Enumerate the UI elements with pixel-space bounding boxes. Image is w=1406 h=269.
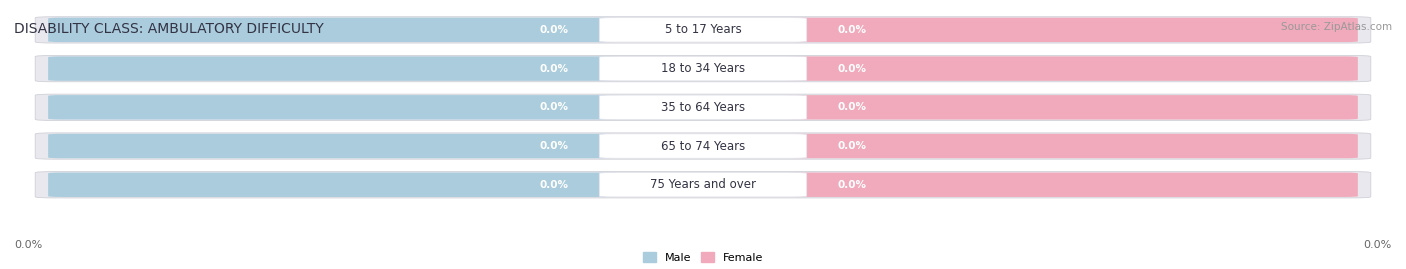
- Text: 0.0%: 0.0%: [540, 102, 568, 112]
- Legend: Male, Female: Male, Female: [638, 248, 768, 267]
- FancyBboxPatch shape: [599, 134, 807, 158]
- Text: 18 to 34 Years: 18 to 34 Years: [661, 62, 745, 75]
- FancyBboxPatch shape: [787, 134, 1358, 158]
- FancyBboxPatch shape: [787, 172, 1358, 197]
- Text: 0.0%: 0.0%: [838, 141, 866, 151]
- Text: 0.0%: 0.0%: [1364, 240, 1392, 250]
- FancyBboxPatch shape: [35, 55, 1371, 82]
- FancyBboxPatch shape: [787, 18, 1358, 42]
- Text: 0.0%: 0.0%: [838, 63, 866, 74]
- Text: 75 Years and over: 75 Years and over: [650, 178, 756, 191]
- Text: 0.0%: 0.0%: [540, 25, 568, 35]
- Text: 35 to 64 Years: 35 to 64 Years: [661, 101, 745, 114]
- Text: 5 to 17 Years: 5 to 17 Years: [665, 23, 741, 36]
- FancyBboxPatch shape: [787, 56, 1358, 81]
- FancyBboxPatch shape: [48, 18, 619, 42]
- Text: 65 to 74 Years: 65 to 74 Years: [661, 140, 745, 153]
- Text: 0.0%: 0.0%: [540, 180, 568, 190]
- FancyBboxPatch shape: [599, 18, 807, 42]
- FancyBboxPatch shape: [599, 95, 807, 119]
- Text: 0.0%: 0.0%: [838, 180, 866, 190]
- FancyBboxPatch shape: [599, 172, 807, 197]
- FancyBboxPatch shape: [35, 172, 1371, 198]
- FancyBboxPatch shape: [48, 95, 619, 119]
- Text: DISABILITY CLASS: AMBULATORY DIFFICULTY: DISABILITY CLASS: AMBULATORY DIFFICULTY: [14, 22, 323, 36]
- Text: 0.0%: 0.0%: [540, 63, 568, 74]
- Text: Source: ZipAtlas.com: Source: ZipAtlas.com: [1281, 22, 1392, 31]
- FancyBboxPatch shape: [787, 95, 1358, 119]
- FancyBboxPatch shape: [35, 17, 1371, 43]
- FancyBboxPatch shape: [599, 56, 807, 81]
- FancyBboxPatch shape: [48, 172, 619, 197]
- Text: 0.0%: 0.0%: [540, 141, 568, 151]
- FancyBboxPatch shape: [35, 133, 1371, 159]
- Text: 0.0%: 0.0%: [14, 240, 42, 250]
- FancyBboxPatch shape: [48, 134, 619, 158]
- FancyBboxPatch shape: [35, 94, 1371, 121]
- FancyBboxPatch shape: [48, 56, 619, 81]
- Text: 0.0%: 0.0%: [838, 102, 866, 112]
- Text: 0.0%: 0.0%: [838, 25, 866, 35]
